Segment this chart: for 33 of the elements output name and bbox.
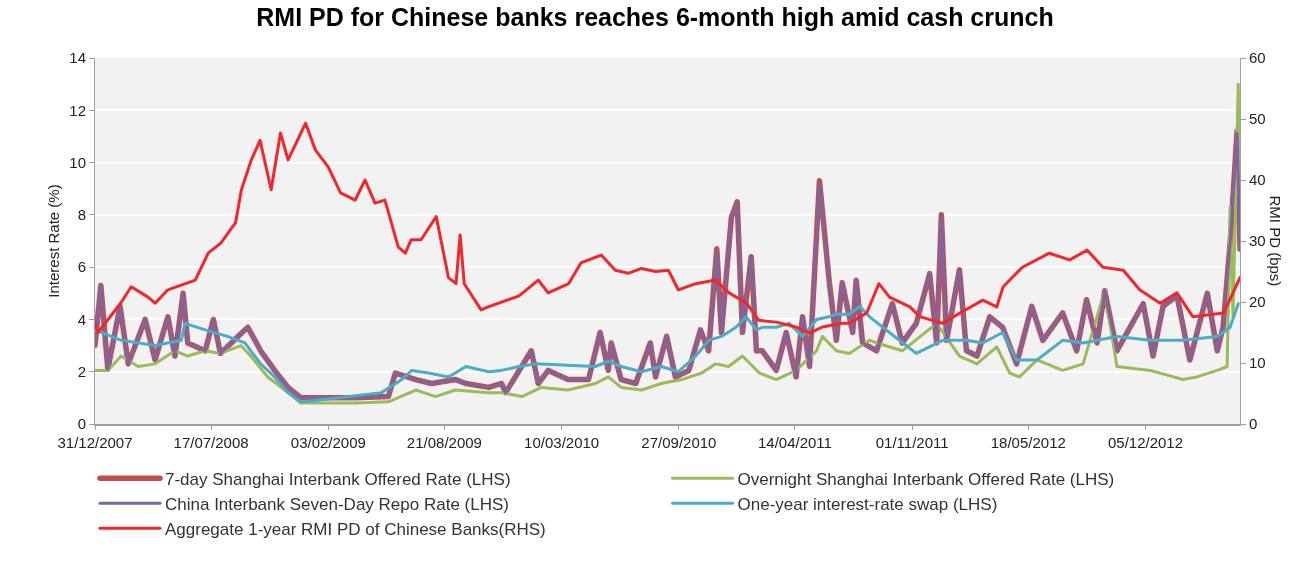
legend-label: Aggregate 1-year RMI PD of Chinese Banks(RHS)	[165, 519, 546, 539]
y-tick-label: 10	[69, 153, 86, 171]
x-tick-label: 27/09/2010	[641, 434, 717, 451]
x-tick-label: 10/03/2010	[524, 434, 600, 451]
x-tick-label: 31/12/2007	[57, 434, 133, 451]
y2-tick-label: 20	[1249, 293, 1266, 311]
legend-label: 7-day Shanghai Interbank Offered Rate (LHS)	[165, 469, 511, 489]
chart-title: RMI PD for Chinese banks reaches 6-month high amid cash crunch	[256, 3, 1054, 32]
y2-tick-label: 50	[1249, 110, 1266, 128]
y-tick-label: 6	[77, 258, 86, 276]
x-tick-label: 17/07/2008	[173, 434, 249, 451]
y-tick-label: 0	[77, 415, 86, 433]
y2-tick-label: 10	[1249, 354, 1266, 372]
y-tick-label: 4	[77, 310, 86, 328]
x-tick-label: 01/11/2011	[875, 434, 949, 451]
x-tick-label: 03/02/2009	[290, 434, 366, 451]
legend-label: China Interbank Seven-Day Repo Rate (LHS)	[165, 494, 509, 514]
y2-tick-label: 40	[1249, 171, 1266, 189]
y2-tick-label: 60	[1249, 49, 1266, 67]
y-tick-label: 2	[77, 362, 86, 380]
y-tick-label: 12	[69, 101, 86, 119]
y-tick-label: 14	[69, 49, 86, 67]
x-tick-label: 21/08/2009	[406, 434, 482, 451]
x-tick-label: 18/05/2012	[990, 434, 1066, 451]
y-axis-title: Interest Rate (%)	[44, 184, 62, 298]
y-tick-label: 8	[77, 206, 86, 224]
x-tick-label: 05/12/2012	[1107, 434, 1184, 451]
legend-label: One-year interest-rate swap (LHS)	[737, 494, 998, 514]
y2-tick-label: 30	[1249, 232, 1266, 250]
x-tick-label: 14/04/2011	[757, 434, 832, 451]
legend-label: Overnight Shanghai Interbank Offered Rate (LHS)	[737, 469, 1115, 489]
y2-tick-label: 0	[1249, 415, 1258, 433]
y2-axis-title: RMI PD (bps)	[1266, 195, 1284, 287]
